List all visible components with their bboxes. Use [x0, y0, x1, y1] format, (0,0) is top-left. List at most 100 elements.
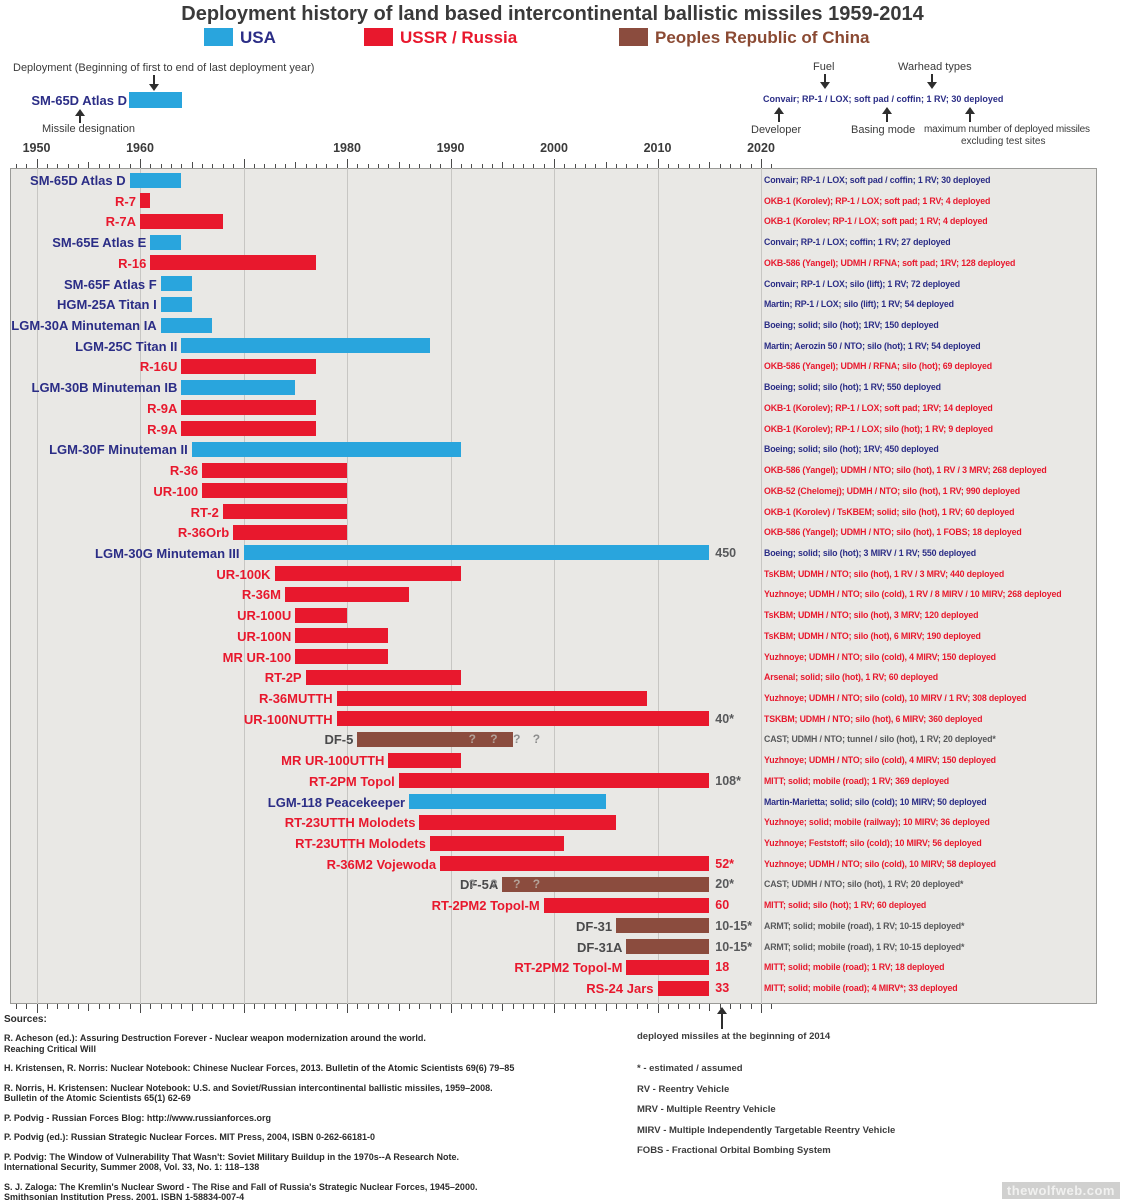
gantt-bar	[419, 814, 617, 830]
minor-tick	[729, 1004, 731, 1009]
minor-tick	[98, 163, 100, 168]
minor-tick	[326, 163, 328, 168]
minor-tick	[140, 159, 141, 168]
axis-tick-label: 2010	[643, 141, 672, 155]
row-annotation: MITT; solid; mobile (road); 4 MIRV*; 33 …	[764, 983, 958, 994]
row-annotation: OKB-586 (Yangel); UDMH / RFNA; soft pad;…	[764, 257, 1016, 268]
minor-tick	[605, 161, 607, 168]
missile-label: LGM-25C Titan II	[75, 338, 178, 354]
axis-tick-label: 2000	[540, 141, 568, 155]
minor-tick	[429, 163, 431, 168]
minor-tick	[678, 163, 680, 168]
gridline	[450, 168, 452, 1004]
glossary-list: * - estimated / assumed RV - Reentry Vehi…	[637, 1063, 1107, 1156]
missile-label: R-7A	[105, 214, 136, 230]
minor-tick	[533, 163, 535, 168]
minor-tick	[543, 163, 545, 168]
gantt-bar	[409, 794, 606, 810]
gantt-bar	[502, 876, 710, 892]
gantt-bar	[243, 545, 710, 561]
minor-tick	[98, 1004, 100, 1009]
minor-tick	[554, 1004, 555, 1013]
row-annotation: OKB-1 (Korolev; RP-1 / LOX; soft pad; 1 …	[764, 216, 988, 227]
sample-annotation: Convair; RP-1 / LOX; soft pad / coffin; …	[763, 94, 1004, 104]
missile-label: HGM-25A Titan I	[57, 297, 157, 313]
question-mark: ?	[513, 732, 521, 747]
missile-label: R-9A	[147, 421, 178, 437]
row-annotation: Yuzhnoye; UDMH / NTO; silo (cold), 10 MI…	[764, 858, 996, 869]
missile-label: R-9A	[147, 400, 178, 416]
gantt-bar	[181, 400, 316, 416]
row-annotation: TsKBM; UDMH / NTO; silo (hot), 3 MRV; 12…	[764, 610, 979, 621]
minor-tick	[771, 163, 773, 168]
missile-label: MR UR-100	[222, 649, 292, 665]
deployed-count-label: 108*	[715, 773, 741, 788]
source-entry: R. Norris, H. Kristensen: Nuclear Notebo…	[4, 1083, 644, 1104]
row-annotation: Convair; RP-1 / LOX; soft pad / coffin; …	[764, 175, 991, 185]
row-annotation: Martin-Marietta; solid; silo (cold); 10 …	[764, 796, 987, 807]
source-line: P. Podvig (ed.): Russian Strategic Nucle…	[4, 1132, 375, 1142]
minor-tick	[471, 163, 473, 168]
minor-tick	[233, 1004, 235, 1009]
row-annotation: TSKBM; UDMH / NTO; silo (hot), 6 MIRV; 3…	[764, 713, 983, 724]
missile-label: UR-100K	[216, 566, 271, 582]
deployed-count-label: 33	[715, 981, 730, 996]
row-annotation: TsKBM; UDMH / NTO; silo (hot), 1 RV / 3 …	[764, 568, 1005, 579]
gantt-bar	[150, 255, 316, 271]
minor-tick	[26, 1004, 28, 1009]
minor-tick	[709, 161, 711, 168]
glossary-item: MRV - Multiple Reentry Vehicle	[637, 1104, 776, 1115]
gantt-bar	[140, 193, 151, 209]
legend-color-chip	[204, 28, 233, 46]
minor-tick	[46, 1004, 48, 1009]
minor-tick	[388, 1004, 390, 1009]
minor-tick	[657, 159, 659, 168]
glossary-item: FOBS - Fractional Orbital Bombing System	[637, 1145, 831, 1156]
gantt-bar	[284, 586, 410, 602]
glossary-item: RV - Reentry Vehicle	[637, 1083, 730, 1095]
minor-tick	[440, 1004, 442, 1009]
missile-label: LGM-30A Minuteman IA	[11, 318, 157, 334]
minor-tick	[160, 1004, 162, 1009]
source-line: Reaching Critical Will	[4, 1043, 96, 1054]
gantt-bar	[295, 628, 389, 644]
row-annotation: Yuzhnoye; Feststoff; silo (cold); 10 MIR…	[764, 838, 982, 849]
gantt-bar	[388, 752, 461, 768]
missile-label: DF-5	[324, 732, 354, 748]
minor-tick	[750, 163, 752, 168]
deployed-count-label: 18	[715, 960, 730, 975]
minor-tick	[140, 1004, 141, 1013]
arrow-up-icon	[716, 1007, 728, 1029]
gridline	[347, 168, 348, 1004]
minor-tick	[740, 1004, 742, 1009]
deployed-count-label: 10-15*	[715, 939, 753, 954]
minor-tick	[554, 159, 555, 168]
source-entry: H. Kristensen, R. Norris: Nuclear Notebo…	[4, 1063, 644, 1074]
glossary-block: deployed missiles at the beginning of 20…	[637, 1031, 1107, 1166]
minor-tick	[171, 1004, 173, 1009]
gantt-bar	[202, 462, 347, 478]
source-line: H. Kristensen, R. Norris: Nuclear Notebo…	[4, 1063, 515, 1073]
row-annotation: Convair; RP-1 / LOX; silo (lift); 1 RV; …	[764, 278, 961, 289]
gantt-bar	[222, 504, 347, 520]
row-annotation: OKB-1 (Korolev); RP-1 / LOX; soft pad; 1…	[764, 195, 991, 206]
minor-tick	[512, 1004, 514, 1009]
minor-tick	[657, 1004, 659, 1013]
row-annotation: Martin; Aerozin 50 / NTO; silo (hot); 1 …	[764, 340, 981, 351]
row-annotation: Arsenal; solid; silo (hot), 1 RV; 60 dep…	[764, 672, 938, 683]
minor-tick	[336, 1004, 338, 1009]
source-line: P. Podvig: The Window of Vulnerability T…	[4, 1151, 459, 1162]
minor-tick	[191, 161, 193, 168]
missile-label: R-7	[115, 193, 136, 209]
gantt-bar	[543, 897, 710, 913]
row-annotation: Boeing; solid; silo (hot); 1RV; 150 depl…	[764, 320, 939, 331]
minor-tick	[429, 1004, 431, 1009]
row-annotation: Boeing; solid; silo (hot); 1 RV; 550 dep…	[764, 382, 941, 393]
minor-tick	[595, 1004, 597, 1009]
question-mark: ?	[490, 877, 498, 892]
missile-label: RT-23UTTH Molodets	[295, 836, 426, 852]
row-annotation: Yuzhnoye; solid; mobile (railway); 10 MI…	[764, 817, 990, 828]
axis-tick-label: 1980	[333, 141, 361, 155]
row-annotation: MITT; solid; mobile (road); 1 RV; 369 de…	[764, 775, 950, 786]
minor-tick	[202, 1004, 204, 1009]
